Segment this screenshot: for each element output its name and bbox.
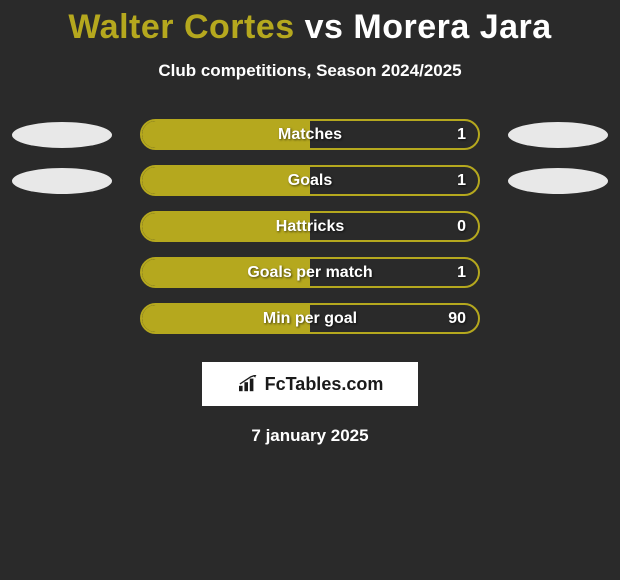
left-ellipse xyxy=(12,122,112,148)
stat-row: Goals 1 xyxy=(0,165,620,196)
player-right-name: Morera Jara xyxy=(353,8,551,46)
stat-bar: Hattricks 0 xyxy=(140,211,480,242)
bar-fill xyxy=(142,167,310,194)
bar-value: 90 xyxy=(448,310,466,328)
stat-bar: Min per goal 90 xyxy=(140,303,480,334)
bar-value: 1 xyxy=(457,172,466,190)
stat-bar: Matches 1 xyxy=(140,119,480,150)
main-container: Walter Cortes vs Morera Jara Club compet… xyxy=(0,0,620,446)
bar-label: Goals xyxy=(288,172,332,190)
vs-text: vs xyxy=(305,8,344,46)
stat-row: Matches 1 xyxy=(0,119,620,150)
stat-row: Goals per match 1 xyxy=(0,257,620,288)
date-text: 7 january 2025 xyxy=(0,426,620,446)
stat-row: Min per goal 90 xyxy=(0,303,620,334)
stat-bar: Goals 1 xyxy=(140,165,480,196)
right-ellipse xyxy=(508,122,608,148)
bar-label: Matches xyxy=(278,126,342,144)
bar-label: Hattricks xyxy=(276,218,344,236)
stat-bar: Goals per match 1 xyxy=(140,257,480,288)
page-title: Walter Cortes vs Morera Jara xyxy=(0,8,620,47)
logo-text: FcTables.com xyxy=(265,374,384,395)
bar-value: 1 xyxy=(457,126,466,144)
player-left-name: Walter Cortes xyxy=(68,8,294,46)
right-ellipse xyxy=(508,168,608,194)
bar-label: Goals per match xyxy=(247,264,372,282)
bar-value: 1 xyxy=(457,264,466,282)
bar-label: Min per goal xyxy=(263,310,357,328)
subtitle: Club competitions, Season 2024/2025 xyxy=(0,61,620,81)
left-ellipse xyxy=(12,168,112,194)
bar-value: 0 xyxy=(457,218,466,236)
chart-icon xyxy=(237,375,259,393)
stats-section: Matches 1 Goals 1 Hattricks 0 Goals per match 1… xyxy=(0,119,620,334)
logo-box[interactable]: FcTables.com xyxy=(202,362,418,406)
stat-row: Hattricks 0 xyxy=(0,211,620,242)
